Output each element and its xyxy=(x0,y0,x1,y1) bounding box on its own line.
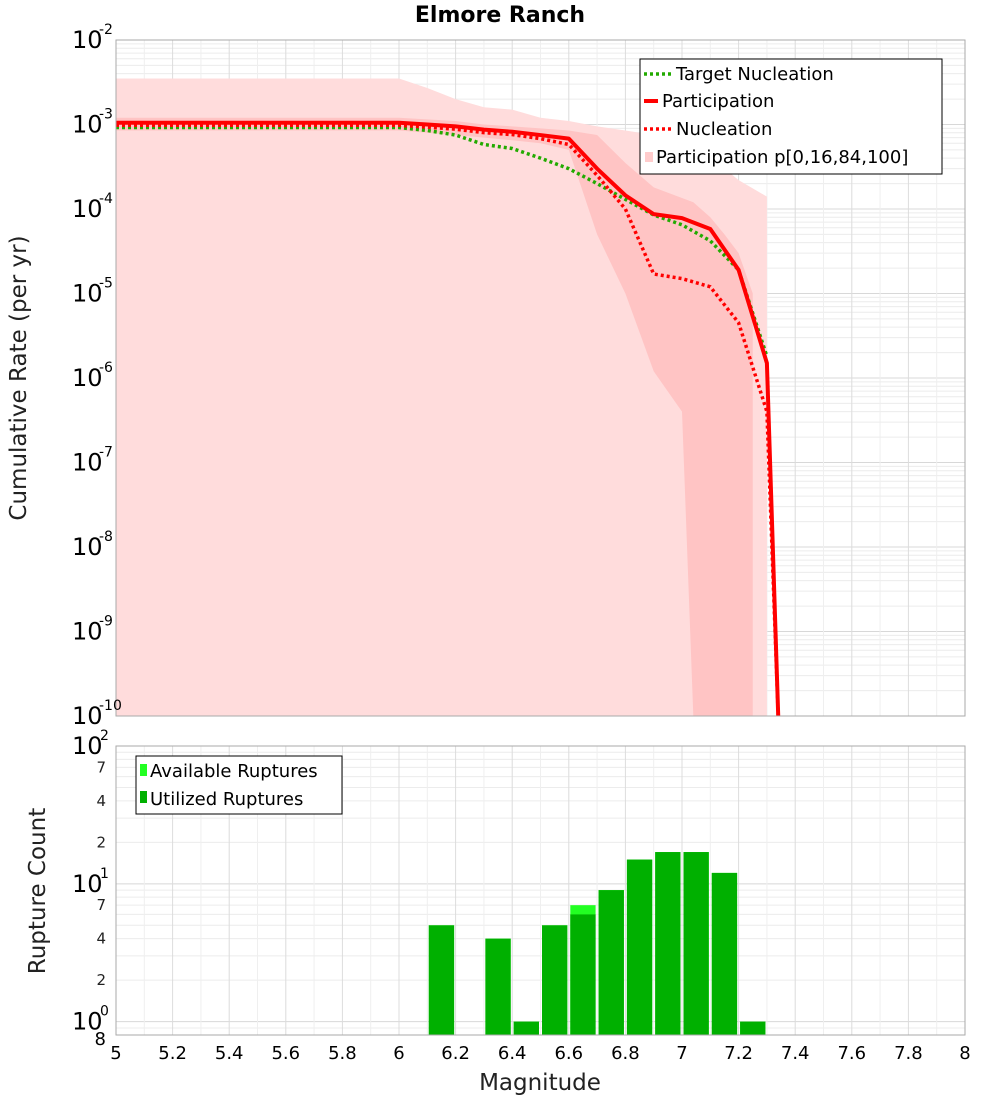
utilized-rupture-bar xyxy=(598,890,624,1035)
bottom-legend-box xyxy=(135,755,343,815)
chart-title: Elmore Ranch xyxy=(415,3,585,28)
top-y-axis-label: Cumulative Rate (per yr) xyxy=(6,235,32,520)
utilized-rupture-bar xyxy=(570,914,596,1035)
top-y-tick-exponent: -7 xyxy=(99,445,113,461)
top-plot-frame xyxy=(115,39,966,717)
top-y-tick-exponent: -2 xyxy=(99,22,113,38)
x-tick-label: 6 xyxy=(393,1043,404,1064)
x-tick-label: 6.4 xyxy=(498,1043,527,1064)
top-legend-box xyxy=(639,58,943,175)
cumulative-rate-panel: 10-210-310-410-510-610-710-810-910-10 Cu… xyxy=(6,22,966,730)
top-y-tick-labels: 10-210-310-410-510-610-710-810-910-10 xyxy=(72,22,122,730)
x-tick-label: 6.6 xyxy=(554,1043,583,1064)
utilized-rupture-bar xyxy=(626,859,653,1035)
bottom-y-tick-base: 10 xyxy=(72,870,103,898)
x-tick-label: 5.4 xyxy=(215,1043,244,1064)
top-y-tick-base: 10 xyxy=(72,702,103,730)
participation-line xyxy=(116,120,781,717)
target-nucleation-line xyxy=(116,125,769,357)
x-tick-label: 7.4 xyxy=(781,1043,810,1064)
rupture-bars xyxy=(428,852,766,1035)
x-tick-label: 7 xyxy=(676,1043,687,1064)
utilized-rupture-bar xyxy=(542,925,568,1035)
bottom-y-tick-base: 10 xyxy=(72,732,103,760)
legend-utilized-label: Utilized Ruptures xyxy=(150,789,303,810)
top-y-tick-base: 10 xyxy=(72,195,103,223)
bottom-legend: Available Ruptures Utilized Ruptures xyxy=(135,755,343,815)
top-y-tick-exponent: -9 xyxy=(99,614,113,630)
x-tick-labels: 5 5.2 5.4 5.6 5.8 6 6.2 6.4 6.6 6.8 7 7.2 7.4 7.6 7.8 8 xyxy=(110,1043,970,1064)
top-y-tick-exponent: -6 xyxy=(99,360,113,376)
bottom-y-tick-base: 10 xyxy=(72,1008,103,1036)
nucleation-line xyxy=(116,123,780,717)
x-tick-label: 7.8 xyxy=(894,1043,923,1064)
x-tick-label: 5.6 xyxy=(271,1043,300,1064)
top-y-tick-exponent: -8 xyxy=(99,529,113,545)
legend-target-nucleation-label: Target Nucleation xyxy=(675,64,834,85)
top-y-tick-exponent: -3 xyxy=(99,107,113,123)
bottom-y-minor-tick: 7 xyxy=(96,896,106,914)
top-y-tick-base: 10 xyxy=(72,364,103,392)
bottom-y-minor-tick: 2 xyxy=(96,833,106,851)
legend-available-label: Available Ruptures xyxy=(150,761,318,782)
top-y-tick-base: 10 xyxy=(72,533,103,561)
x-tick-label: 7.6 xyxy=(837,1043,866,1064)
x-tick-label: 8 xyxy=(959,1043,970,1064)
legend-nucleation-label: Nucleation xyxy=(676,119,772,140)
utilized-rupture-bar xyxy=(485,938,511,1035)
legend-utilized-swatch xyxy=(140,791,147,803)
x-tick-label: 5 xyxy=(110,1043,121,1064)
top-y-tick-base: 10 xyxy=(72,618,103,646)
top-legend: Target Nucleation Participation Nucleati… xyxy=(639,58,943,175)
utilized-rupture-bar xyxy=(655,852,681,1035)
utilized-rupture-bar xyxy=(683,852,709,1035)
bottom-y-axis-label: Rupture Count xyxy=(25,808,51,974)
bottom-y-tick-exponent: 0 xyxy=(100,1004,109,1020)
x-tick-label: 7.2 xyxy=(724,1043,753,1064)
legend-participation-label: Participation xyxy=(662,91,774,112)
x-tick-label: 6.2 xyxy=(441,1043,470,1064)
utilized-rupture-bar xyxy=(711,872,738,1035)
utilized-rupture-bar xyxy=(513,1021,539,1035)
bottom-y-minor-tick: 4 xyxy=(96,792,106,810)
x-tick-label: 5.8 xyxy=(328,1043,357,1064)
top-y-tick-exponent: -10 xyxy=(99,698,122,714)
x-tick-label: 5.2 xyxy=(158,1043,187,1064)
legend-available-swatch xyxy=(140,764,147,776)
bottom-y-minor-tick: 2 xyxy=(96,971,106,989)
top-y-tick-base: 10 xyxy=(72,26,103,54)
utilized-rupture-bar xyxy=(428,925,455,1035)
legend-band-label: Participation p[0,16,84,100] xyxy=(656,147,908,168)
top-y-tick-base: 10 xyxy=(72,280,103,308)
top-y-tick-base: 10 xyxy=(72,111,103,139)
bottom-y-tick-exponent: 1 xyxy=(100,866,109,882)
bottom-y-tick-exponent: 2 xyxy=(100,728,109,744)
rate-lines xyxy=(116,120,781,717)
top-y-tick-exponent: -5 xyxy=(99,276,113,292)
utilized-rupture-bar xyxy=(740,1021,766,1035)
bottom-plot-frame xyxy=(115,745,966,1036)
bottom-y-minor-tick: 8 xyxy=(95,1029,106,1050)
top-y-tick-exponent: -4 xyxy=(99,191,113,207)
x-tick-label: 6.8 xyxy=(611,1043,640,1064)
bottom-y-minor-tick: 7 xyxy=(96,758,106,776)
bottom-y-minor-tick: 4 xyxy=(96,930,106,948)
x-axis-label: Magnitude xyxy=(479,1070,601,1096)
top-y-tick-base: 10 xyxy=(72,449,103,477)
legend-band-swatch xyxy=(645,152,653,162)
